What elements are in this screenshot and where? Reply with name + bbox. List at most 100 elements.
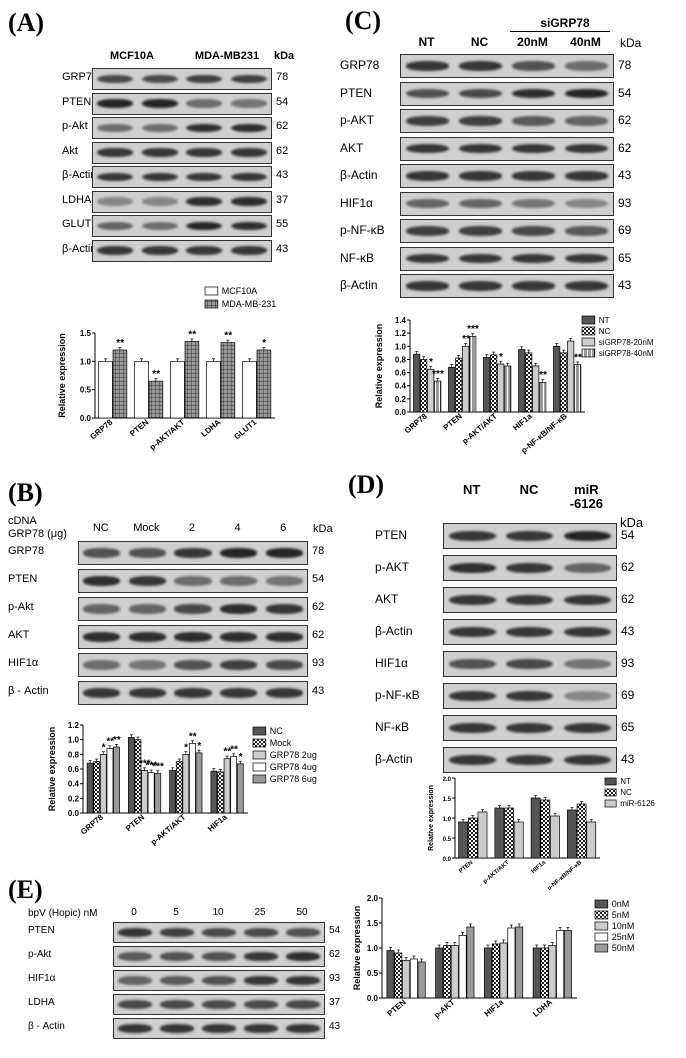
legend-label: NC [599, 327, 611, 336]
y-tick-label: 1.0 [80, 357, 92, 366]
significance-mark: * [184, 742, 188, 753]
blot-strip [443, 683, 617, 709]
protein-band [128, 632, 167, 642]
protein-band [83, 548, 121, 558]
y-tick-label: 1.0 [395, 342, 407, 351]
blot-strip [400, 136, 614, 161]
y-tick-label: 0.4 [68, 780, 80, 789]
protein-band [285, 928, 321, 937]
protein-band [117, 1024, 153, 1033]
kda-value: 43 [621, 752, 635, 766]
x-tick-label: HIF1a [206, 812, 229, 833]
y-tick-label: 1.2 [68, 721, 80, 730]
y-tick-label: 0.4 [395, 382, 407, 391]
legend-label: siGRP78-20nM [599, 338, 654, 347]
bar [434, 380, 442, 413]
protein-band [219, 576, 258, 586]
protein-band [97, 172, 134, 182]
panel-b-western-blot: cDNA GRP78 (μg) kDa NC Mock 2 4 6 GRP78 78 PTEN… [8, 515, 338, 715]
x-tick-label: p-AKT/AKT [149, 813, 188, 847]
legend-label: NC [270, 726, 283, 736]
blot-strip [92, 215, 272, 237]
protein-band [97, 197, 134, 206]
protein-band [159, 976, 195, 985]
protein-band [186, 123, 223, 133]
protein-band [506, 626, 554, 638]
legend-label: GRP78 4ug [270, 762, 317, 772]
bar [147, 772, 155, 814]
protein-band [201, 952, 237, 961]
lane-header: 0 [131, 907, 137, 918]
protein-band [243, 952, 279, 961]
protein-band [563, 722, 611, 734]
x-tick-label: HIF1a [531, 860, 548, 876]
protein-band [141, 123, 178, 133]
protein-band [159, 952, 195, 961]
bar [458, 821, 469, 859]
bar [497, 363, 505, 413]
cdna-label: cDNA [8, 515, 37, 527]
bar [134, 360, 149, 419]
significance-mark: ** [224, 331, 232, 342]
protein-band [405, 88, 450, 99]
lane-header: NC [519, 482, 539, 497]
protein-band [563, 754, 611, 766]
protein-band [285, 952, 321, 961]
protein-band [230, 74, 267, 84]
protein-band [201, 928, 237, 937]
protein-band [511, 198, 556, 209]
bar [113, 746, 120, 814]
legend-swatch [581, 337, 596, 347]
protein-band [511, 116, 556, 126]
bar [409, 958, 418, 999]
significance-mark: ** [230, 744, 238, 755]
legend-swatch [204, 286, 219, 296]
kda-header: kDa [274, 50, 295, 62]
bar [504, 365, 512, 413]
bar [491, 943, 500, 999]
protein-band [265, 660, 303, 670]
legend-swatch [594, 899, 609, 909]
bar [402, 960, 411, 999]
protein-band [563, 530, 611, 542]
significance-mark: *** [152, 761, 164, 772]
protein-band [449, 722, 497, 734]
protein-band [285, 1024, 321, 1033]
kda-value: 62 [312, 629, 325, 641]
bar [128, 737, 135, 814]
kda-header: kDa [313, 523, 333, 535]
bar [458, 935, 467, 999]
significance-mark: *** [146, 761, 158, 772]
kda-value: 54 [621, 528, 635, 542]
bar [148, 380, 164, 419]
lane-header: 6 [280, 522, 287, 534]
protein-band [563, 594, 611, 606]
blot-row-label: HIF1α [8, 657, 39, 669]
significance-mark: ** [574, 352, 582, 363]
protein-band [201, 1024, 237, 1033]
protein-band [458, 198, 503, 209]
lane-header: NC [92, 522, 109, 534]
legend-label: siGRP78-40nM [599, 349, 654, 358]
kda-value: 93 [329, 972, 341, 984]
header-mcf10a: MCF10A [109, 50, 154, 62]
blot-strip [443, 587, 617, 613]
significance-mark: * [239, 752, 243, 763]
kda-header: kDa [620, 515, 644, 530]
legend-label: GRP78 2ug [270, 750, 317, 760]
protein-band [506, 562, 554, 574]
protein-band [83, 688, 121, 698]
panel-a-bar-chart: 0.0 0.5 1.0 1.5 Relative expression GRP78 PTEN… [57, 286, 276, 452]
protein-band [174, 604, 212, 614]
protein-band [564, 171, 609, 181]
protein-band [159, 928, 195, 937]
kda-value: 54 [312, 573, 325, 585]
protein-band [174, 576, 212, 586]
protein-band [159, 1024, 195, 1033]
legend-swatch [594, 943, 609, 953]
blot-row-label: GRP78 [340, 58, 380, 72]
protein-band [458, 116, 503, 126]
protein-band [564, 281, 609, 291]
protein-band [511, 281, 556, 291]
blot-strip [113, 994, 325, 1015]
